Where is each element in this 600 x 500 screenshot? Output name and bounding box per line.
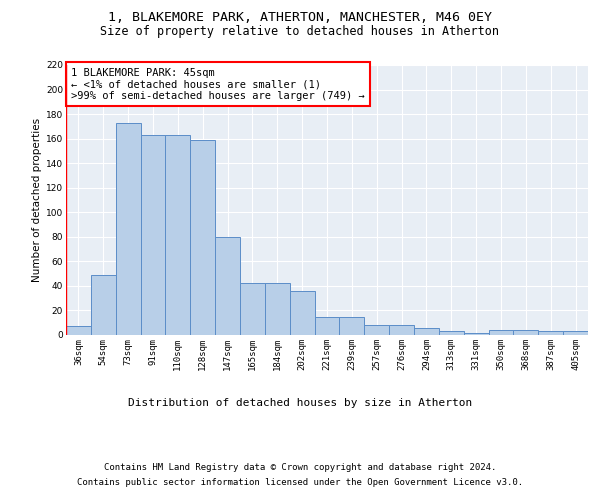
Bar: [166, 135, 190, 335]
Text: Size of property relative to detached houses in Atherton: Size of property relative to detached ho…: [101, 24, 499, 38]
Bar: [488, 330, 514, 335]
Bar: [389, 325, 414, 335]
Bar: [414, 328, 439, 335]
Bar: [340, 316, 364, 335]
Bar: [364, 325, 389, 335]
Bar: [240, 284, 265, 335]
Bar: [66, 326, 91, 335]
Bar: [563, 332, 588, 335]
Text: 1, BLAKEMORE PARK, ATHERTON, MANCHESTER, M46 0EY: 1, BLAKEMORE PARK, ATHERTON, MANCHESTER,…: [108, 11, 492, 24]
Bar: [116, 122, 140, 335]
Bar: [190, 140, 215, 335]
Bar: [140, 135, 166, 335]
Bar: [439, 332, 464, 335]
Text: Distribution of detached houses by size in Atherton: Distribution of detached houses by size …: [128, 398, 472, 407]
Bar: [514, 330, 538, 335]
Bar: [464, 332, 488, 335]
Text: Contains HM Land Registry data © Crown copyright and database right 2024.: Contains HM Land Registry data © Crown c…: [104, 463, 496, 472]
Bar: [314, 316, 340, 335]
Bar: [538, 332, 563, 335]
Bar: [290, 291, 314, 335]
Bar: [215, 237, 240, 335]
Bar: [91, 275, 116, 335]
Bar: [265, 284, 290, 335]
Text: Contains public sector information licensed under the Open Government Licence v3: Contains public sector information licen…: [77, 478, 523, 487]
Y-axis label: Number of detached properties: Number of detached properties: [32, 118, 42, 282]
Text: 1 BLAKEMORE PARK: 45sqm
← <1% of detached houses are smaller (1)
>99% of semi-de: 1 BLAKEMORE PARK: 45sqm ← <1% of detache…: [71, 68, 365, 101]
